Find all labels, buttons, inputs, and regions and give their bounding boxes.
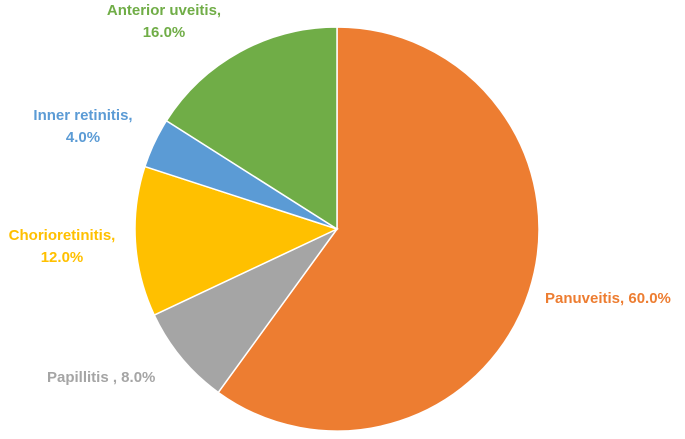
- pie-labels: Panuveitis, 60.0% Papillitis , 8.0% Chorio…: [9, 2, 671, 386]
- data-label-line: 12.0%: [41, 249, 84, 266]
- data-label-chorioretinitis: Chorioretinitis, 12.0%: [9, 227, 116, 266]
- pie-slice-anterior-uveitis: [165, 26, 338, 231]
- pie-slices: [134, 26, 540, 432]
- pie-slice-chorioretinitis: [134, 165, 340, 317]
- data-label-line: Chorioretinitis,: [9, 227, 116, 244]
- pie-slice-panuveitis: [217, 26, 540, 432]
- data-label-inner-retinitis: Inner retinitis, 4.0%: [33, 107, 132, 146]
- data-label-line: 16.0%: [143, 24, 186, 41]
- data-label-line: 4.0%: [66, 129, 100, 146]
- data-label-line: Papillitis , 8.0%: [47, 369, 155, 386]
- data-label-line: Inner retinitis,: [33, 107, 132, 124]
- data-label-panuveitis: Panuveitis, 60.0%: [545, 290, 671, 307]
- data-label-anterior-uveitis: Anterior uveitis, 16.0%: [107, 2, 221, 41]
- pie-slice-papillitis: [153, 228, 338, 394]
- data-label-papillitis: Papillitis , 8.0%: [47, 369, 155, 386]
- data-label-line: Panuveitis, 60.0%: [545, 290, 671, 307]
- data-label-line: Anterior uveitis,: [107, 2, 221, 19]
